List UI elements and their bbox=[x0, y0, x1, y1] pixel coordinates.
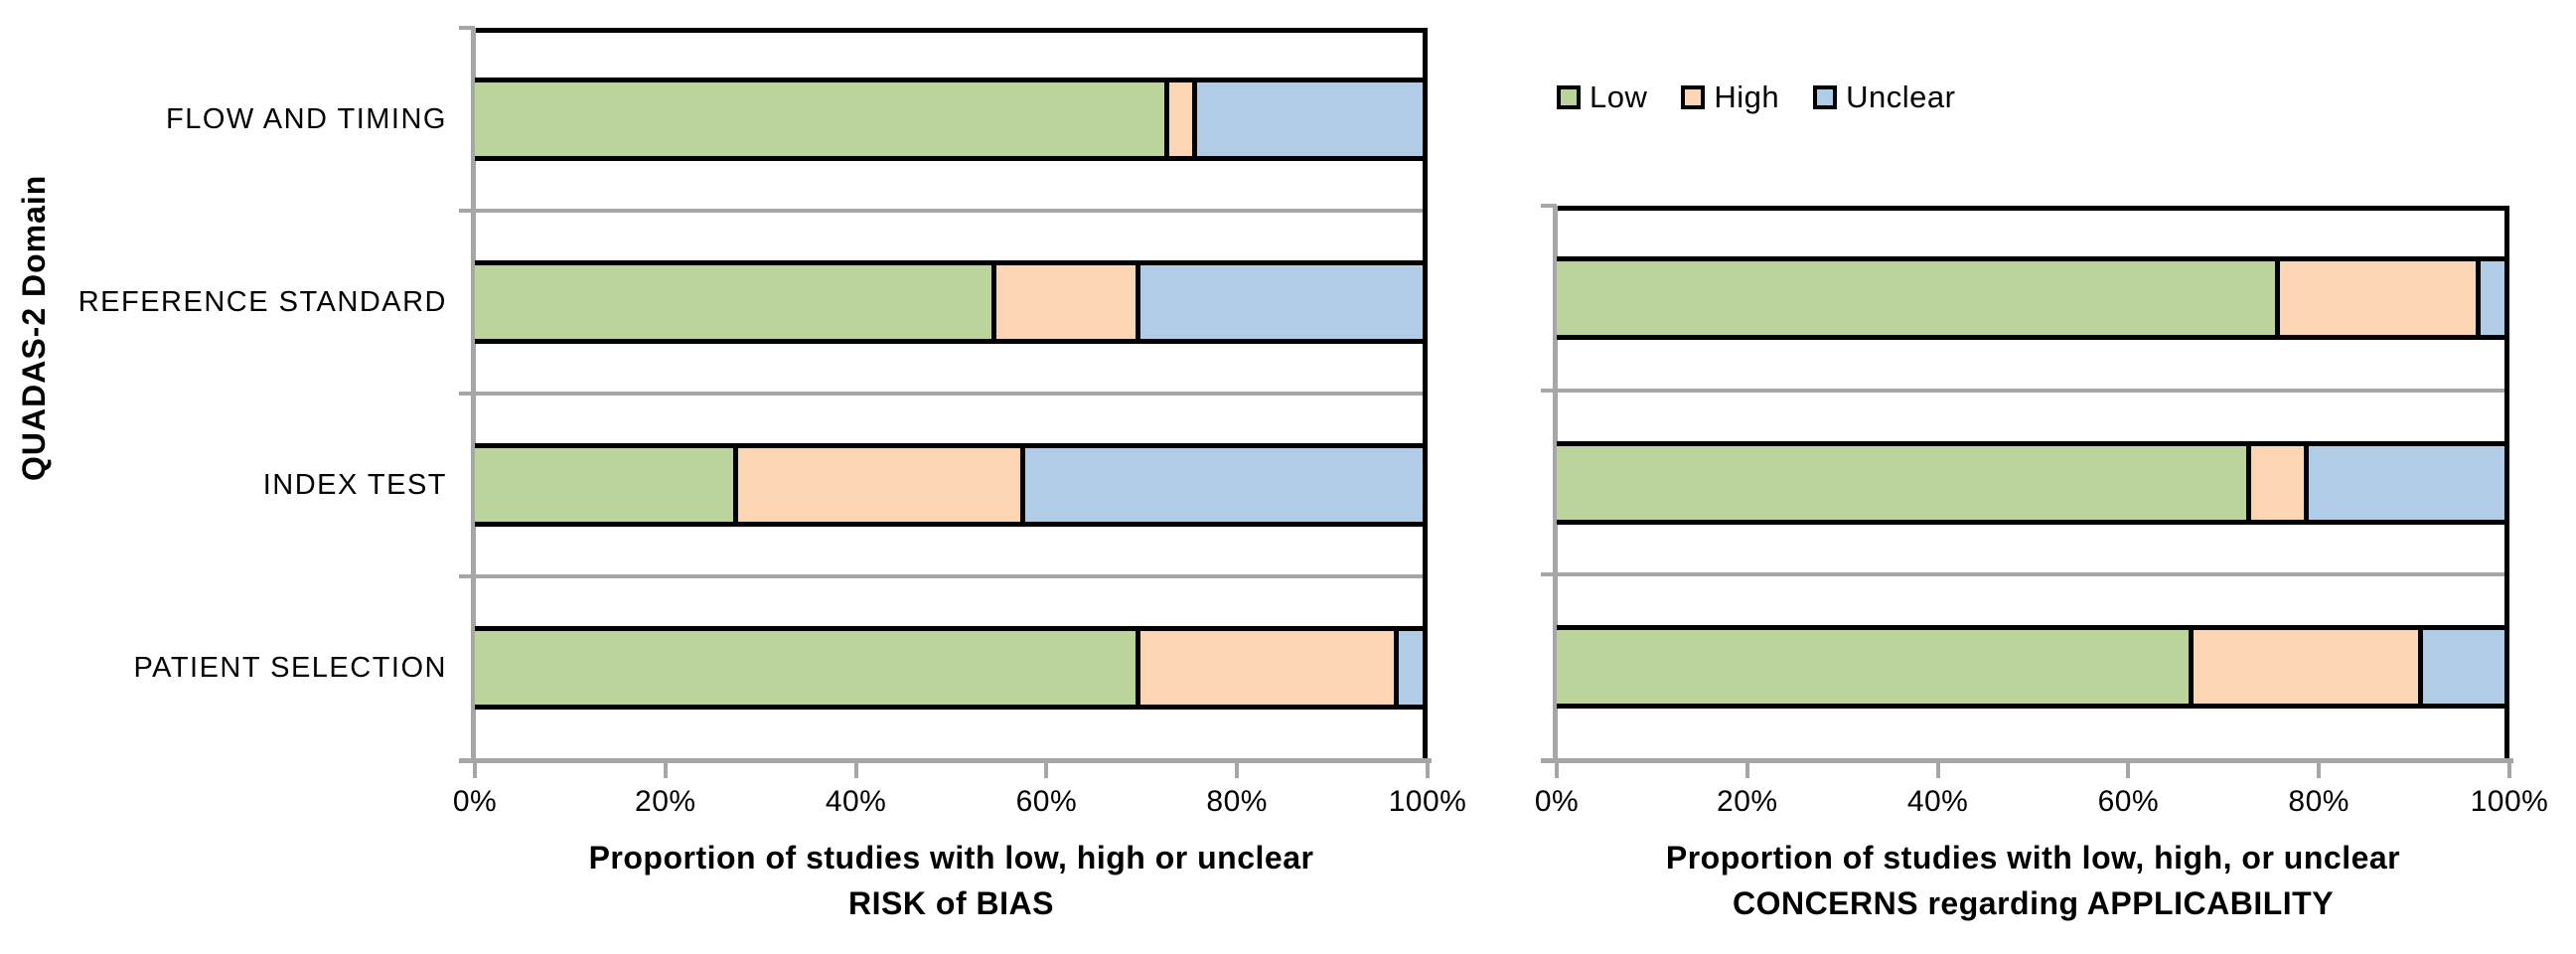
x-axis-tick bbox=[473, 762, 477, 778]
gridline bbox=[475, 392, 1423, 396]
x-axis-tick-label: 0% bbox=[1534, 785, 1580, 818]
bar-segment-unclear bbox=[1135, 265, 1423, 339]
x-axis-tick bbox=[1044, 762, 1049, 778]
y-axis-tick bbox=[459, 26, 475, 30]
category-label: PATIENT SELECTION bbox=[133, 652, 447, 684]
bar-segment-high bbox=[990, 265, 1136, 339]
x-axis-tick bbox=[1235, 762, 1240, 778]
legend-label: Low bbox=[1590, 80, 1648, 114]
bar-segment-unclear bbox=[2418, 630, 2504, 705]
x-axis-tick-label: 20% bbox=[635, 785, 696, 818]
x-axis-line bbox=[459, 758, 1432, 763]
x-axis-tick bbox=[1935, 762, 1940, 778]
bar-segment-low bbox=[475, 448, 734, 522]
gridline bbox=[1557, 388, 2504, 393]
y-axis-line bbox=[1553, 206, 1558, 763]
x-axis-tick-label: 0% bbox=[452, 785, 498, 818]
x-axis-tick bbox=[663, 762, 668, 778]
y-axis-tick bbox=[1541, 204, 1557, 208]
x-axis-title-risk-of-bias: Proportion of studies with low, high or … bbox=[475, 835, 1428, 926]
x-axis-tick-label: 100% bbox=[1388, 785, 1467, 818]
x-axis-tick-label: 60% bbox=[1015, 785, 1078, 818]
bar-segment-low bbox=[1557, 630, 2190, 705]
legend-swatch-high bbox=[1681, 85, 1706, 109]
gridline bbox=[475, 209, 1423, 213]
bar-segment-high bbox=[2189, 630, 2419, 705]
legend-item-unclear: Unclear bbox=[1813, 80, 1955, 115]
bar-segment-high bbox=[2245, 445, 2304, 520]
gridline bbox=[475, 574, 1423, 578]
stacked-bar bbox=[475, 260, 1428, 344]
bar-segment-low bbox=[475, 265, 991, 339]
x-axis-tick bbox=[2317, 762, 2322, 778]
y-axis-tick bbox=[1541, 388, 1557, 393]
x-axis-tick bbox=[2507, 762, 2511, 778]
y-axis-tick bbox=[459, 209, 475, 213]
x-axis-tick-label: 40% bbox=[1906, 785, 1969, 818]
category-label: REFERENCE STANDARD bbox=[77, 286, 447, 318]
legend-label: Unclear bbox=[1846, 80, 1956, 114]
x-axis-title-line2: CONCERNS regarding APPLICABILITY bbox=[1732, 885, 2335, 921]
x-axis-tick-label: 100% bbox=[2470, 785, 2549, 818]
x-axis-title-line2: RISK of BIAS bbox=[848, 885, 1054, 921]
bar-segment-low bbox=[475, 631, 1136, 705]
bar-segment-high bbox=[2275, 260, 2477, 335]
bar-segment-unclear bbox=[2303, 445, 2504, 520]
category-label: INDEX TEST bbox=[262, 469, 447, 501]
legend-swatch-unclear bbox=[1813, 85, 1838, 109]
bar-segment-high bbox=[1135, 631, 1395, 705]
x-axis-tick-label: 80% bbox=[2288, 785, 2349, 818]
stacked-bar bbox=[1557, 255, 2509, 340]
bar-segment-unclear bbox=[2476, 260, 2504, 335]
category-label: FLOW AND TIMING bbox=[166, 103, 447, 135]
x-axis-tick bbox=[2126, 762, 2131, 778]
stacked-bar bbox=[1557, 625, 2509, 710]
bar-segment-unclear bbox=[1394, 631, 1423, 705]
stacked-bar bbox=[475, 78, 1428, 161]
bar-segment-low bbox=[1557, 445, 2246, 520]
bar-segment-high bbox=[1163, 82, 1193, 156]
x-axis-line bbox=[1541, 758, 2513, 763]
x-axis-tick-label: 80% bbox=[1206, 785, 1268, 818]
x-axis-title-line1: Proportion of studies with low, high or … bbox=[588, 840, 1314, 875]
y-axis-tick bbox=[459, 392, 475, 396]
x-axis-title-applicability: Proportion of studies with low, high, or… bbox=[1557, 835, 2509, 926]
y-axis-tick bbox=[459, 574, 475, 578]
legend-item-high: High bbox=[1681, 80, 1779, 115]
legend-item-low: Low bbox=[1557, 80, 1647, 115]
bar-segment-high bbox=[733, 448, 1021, 522]
plot-area bbox=[475, 28, 1428, 759]
gridline bbox=[1557, 572, 2504, 577]
x-axis-tick bbox=[853, 762, 858, 778]
bar-segment-low bbox=[1557, 260, 2276, 335]
stacked-bar bbox=[475, 443, 1428, 527]
legend: Low High Unclear bbox=[1557, 80, 1955, 115]
bar-segment-low bbox=[475, 82, 1164, 156]
legend-swatch-low bbox=[1557, 85, 1581, 109]
x-axis-tick-label: 60% bbox=[2097, 785, 2160, 818]
bar-segment-unclear bbox=[1192, 82, 1423, 156]
y-axis-line bbox=[471, 28, 476, 763]
stacked-bar bbox=[475, 626, 1428, 710]
y-axis-tick bbox=[1541, 572, 1557, 577]
x-axis-tick bbox=[1555, 762, 1559, 778]
x-axis-tick bbox=[1744, 762, 1749, 778]
x-axis-tick-label: 40% bbox=[825, 785, 887, 818]
x-axis-title-line1: Proportion of studies with low, high, or… bbox=[1665, 840, 2401, 875]
x-axis-tick bbox=[1426, 762, 1430, 778]
legend-label: High bbox=[1714, 80, 1780, 114]
x-axis-tick-label: 20% bbox=[1717, 785, 1778, 818]
stacked-bar bbox=[1557, 440, 2509, 525]
bar-segment-unclear bbox=[1020, 448, 1423, 522]
